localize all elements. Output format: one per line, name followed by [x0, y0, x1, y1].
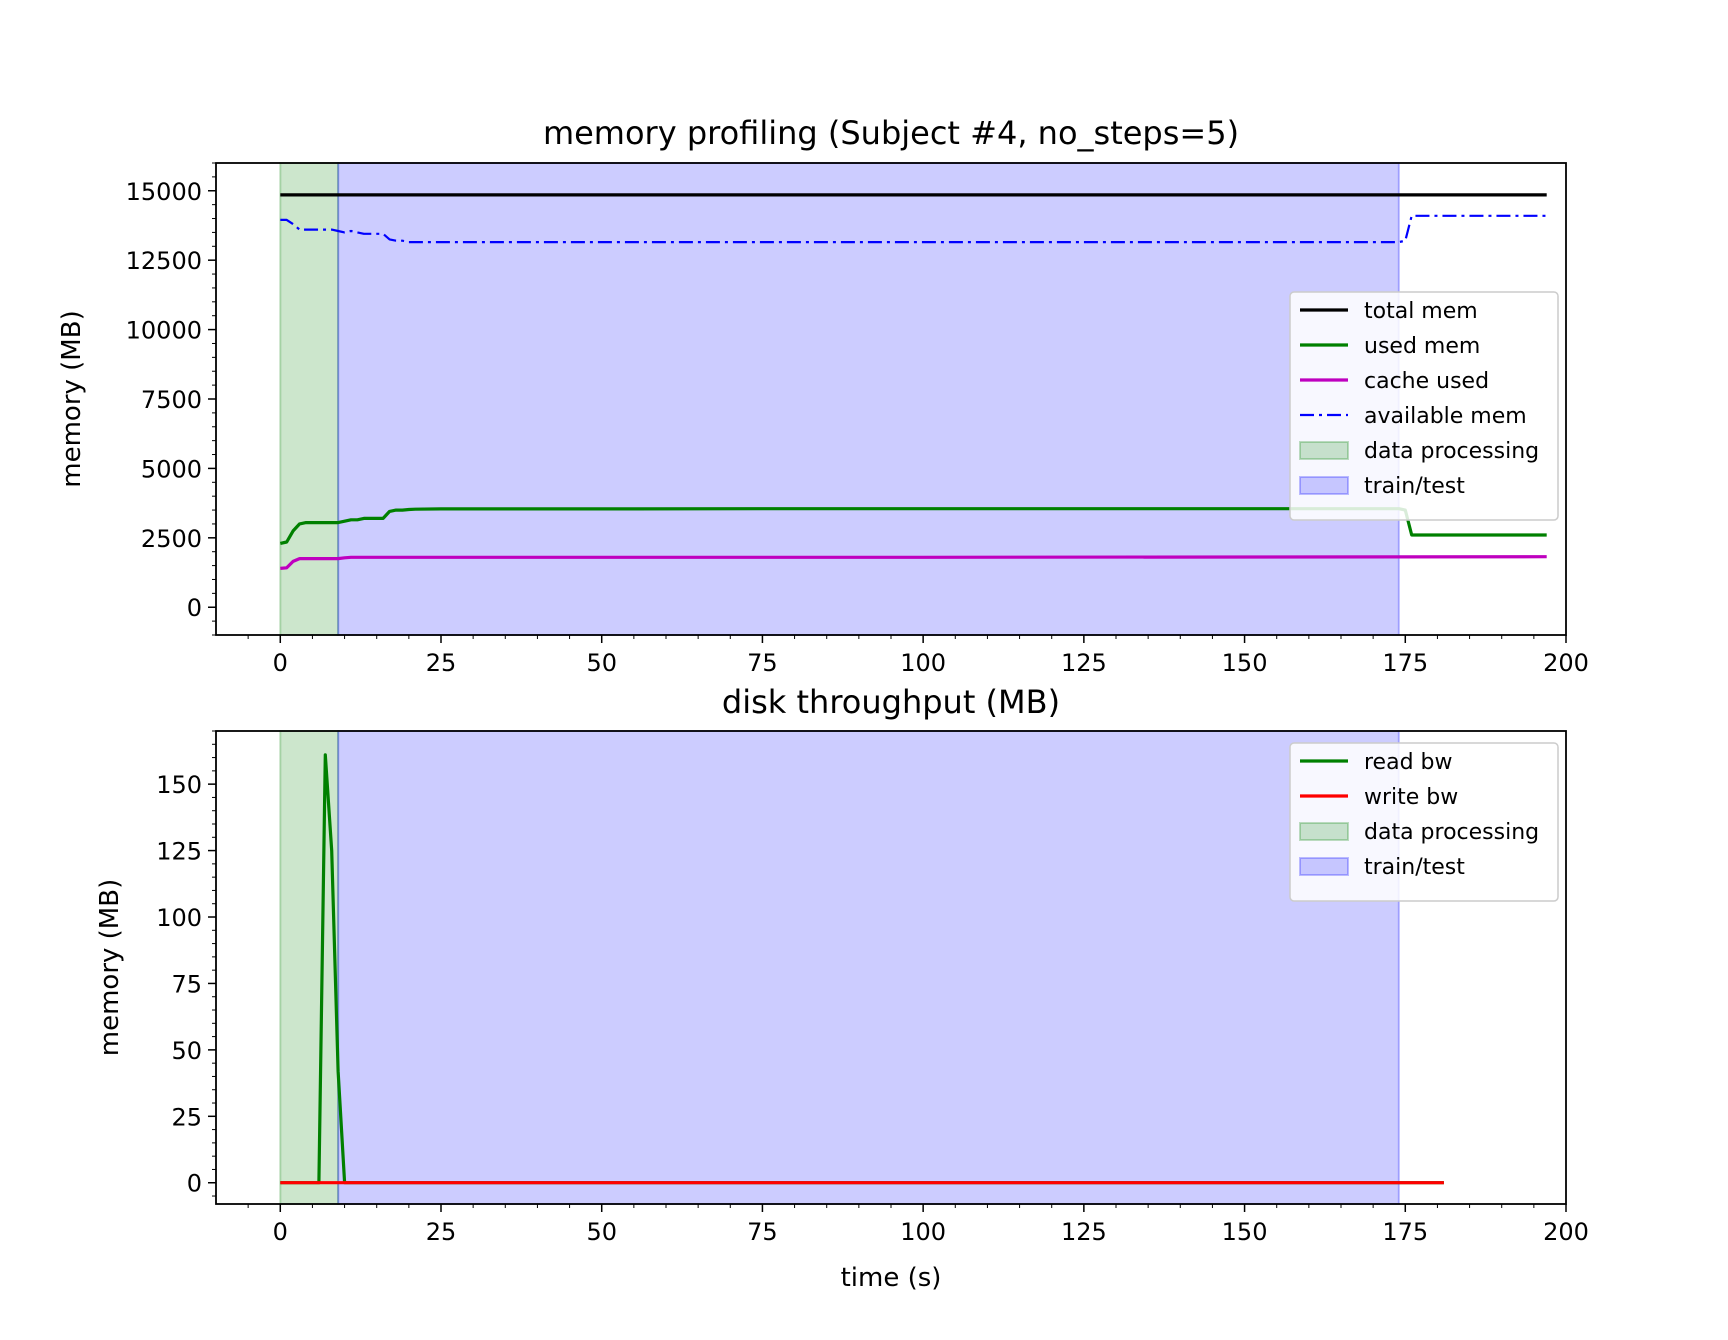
x-tick-label: 0	[273, 1218, 288, 1246]
legend-swatch-train-test	[1299, 857, 1349, 876]
series-line-available-mem	[280, 214, 1547, 244]
series-line-cache-used	[280, 555, 1547, 570]
y-tick-label: 10000	[126, 317, 202, 345]
legend-label-train-test: train/test	[1364, 855, 1465, 880]
chart-title: disk throughput (MB)	[722, 683, 1060, 721]
legend-box	[1289, 291, 1559, 521]
disk-throughput-panel: 0 25 50 75 100 125 150 175 200 0 25 50 75 100 125 150 di…	[95, 683, 1589, 1293]
x-tick-label: 150	[1222, 649, 1268, 677]
x-tick-label: 25	[426, 649, 457, 677]
y-tick-label: 0	[187, 594, 202, 622]
x-tick-label: 100	[900, 649, 946, 677]
legend-swatch-data-processing	[1299, 441, 1349, 460]
y-tick-label: 25	[171, 1103, 202, 1131]
y-tick-label: 7500	[141, 386, 202, 414]
legend-box	[1289, 742, 1559, 902]
y-tick-label: 50	[171, 1037, 202, 1065]
legend-swatch-data-processing	[1299, 822, 1349, 841]
memory-profiling-panel: 0 25 50 75 100 125 150 175 200 0 2500 5000 7500 10000…	[57, 114, 1589, 677]
y-tick-label: 100	[156, 904, 202, 932]
x-tick-label: 50	[586, 649, 617, 677]
y-axis-label: memory (MB)	[57, 310, 87, 487]
x-tick-label: 175	[1382, 649, 1428, 677]
x-tick-label: 200	[1543, 1218, 1589, 1246]
legend: total mem used mem cache used available mem…	[1289, 291, 1559, 521]
y-tick-label: 5000	[141, 455, 202, 483]
legend-label-train-test: train/test	[1364, 474, 1465, 499]
legend-label-read-bw: read bw	[1364, 750, 1453, 775]
legend-label-data-processing: data processing	[1364, 820, 1539, 845]
x-tick-label: 0	[273, 649, 288, 677]
x-tick-label: 100	[900, 1218, 946, 1246]
legend-label-data-processing: data processing	[1364, 439, 1539, 464]
span-train-test	[337, 162, 1400, 636]
x-tick-label: 25	[426, 1218, 457, 1246]
y-tick-label: 0	[187, 1170, 202, 1198]
x-tick-label: 125	[1061, 1218, 1107, 1246]
legend-label-total-mem: total mem	[1364, 299, 1478, 324]
x-tick-label: 75	[747, 649, 778, 677]
y-tick-label: 150	[156, 771, 202, 799]
x-tick-label: 200	[1543, 649, 1589, 677]
x-tick-label: 175	[1382, 1218, 1428, 1246]
y-tick-label: 125	[156, 838, 202, 866]
x-axis-label: time (s)	[841, 1263, 942, 1293]
y-tick-label: 2500	[141, 525, 202, 553]
x-tick-label: 150	[1222, 1218, 1268, 1246]
y-axis-label: memory (MB)	[95, 879, 125, 1056]
y-tick-label: 75	[171, 970, 202, 998]
legend: read bw write bw data processing train/test	[1289, 742, 1559, 902]
span-data-processing	[279, 162, 340, 636]
legend-label-available-mem: available mem	[1364, 404, 1527, 429]
x-tick-label: 125	[1061, 649, 1107, 677]
span-train-test	[337, 730, 1400, 1205]
x-tick-label: 75	[747, 1218, 778, 1246]
legend-label-write-bw: write bw	[1364, 785, 1458, 810]
legend-label-used-mem: used mem	[1364, 334, 1480, 359]
legend-label-cache-used: cache used	[1364, 369, 1489, 394]
legend-swatch-train-test	[1299, 476, 1349, 495]
y-tick-label: 12500	[126, 247, 202, 275]
x-tick-label: 50	[586, 1218, 617, 1246]
y-tick-label: 15000	[126, 178, 202, 206]
chart-title: memory profiling (Subject #4, no_steps=5…	[543, 114, 1239, 152]
